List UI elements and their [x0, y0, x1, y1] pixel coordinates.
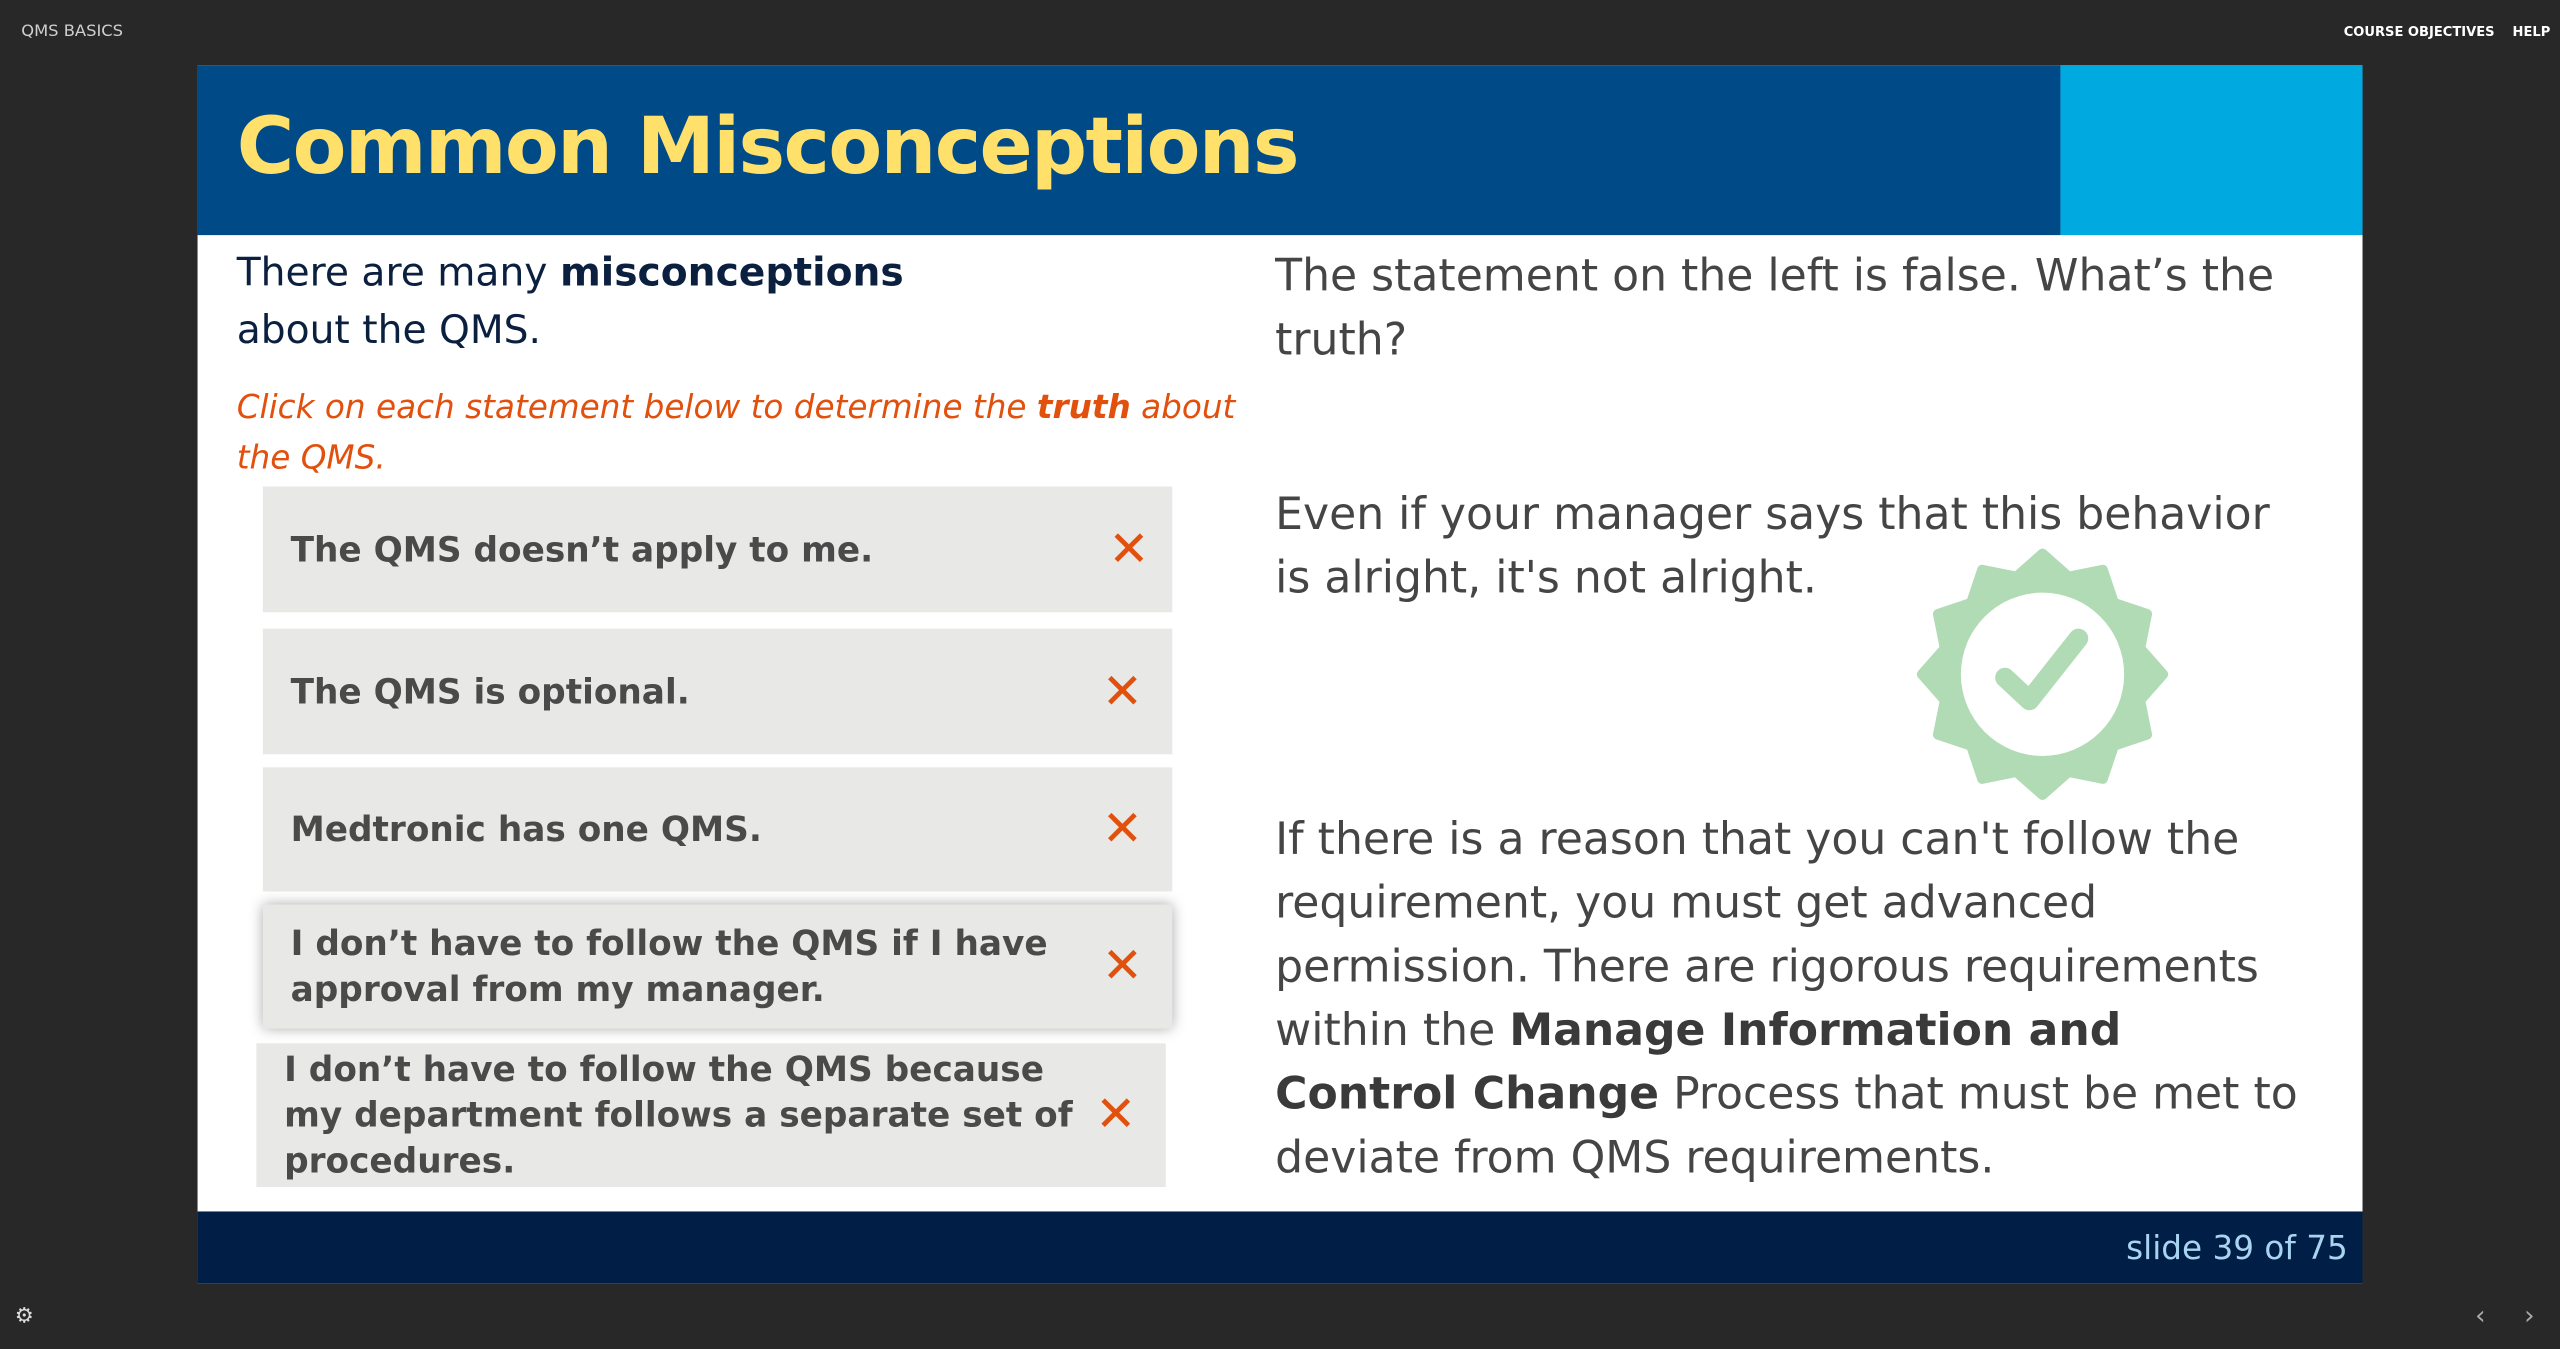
intro-bold: misconceptions: [559, 249, 904, 296]
intro-after: about the QMS.: [236, 306, 542, 353]
slide-counter: slide 39 of 75: [2126, 1227, 2348, 1267]
chevron-right-icon[interactable]: ›: [2524, 1299, 2535, 1331]
statement-text: I don’t have to follow the QMS if I have…: [290, 924, 1048, 1010]
statement-card-5[interactable]: I don’t have to follow the QMS because m…: [256, 1043, 1166, 1187]
intro-text: There are many misconceptions about the …: [237, 245, 1021, 359]
detail-after: Process that must be met to deviate from…: [1275, 1069, 2298, 1184]
instruction-bold: truth: [1036, 386, 1131, 427]
help-link[interactable]: HELP: [2512, 24, 2551, 40]
statement-card-1[interactable]: The QMS doesn’t apply to me. ✕: [262, 486, 1173, 613]
course-title: QMS BASICS: [21, 22, 124, 41]
chevron-left-icon[interactable]: ‹: [2475, 1299, 2486, 1331]
top-nav: COURSE OBJECTIVES HELP: [2344, 24, 2551, 39]
statement-card-2[interactable]: The QMS is optional. ✕: [262, 628, 1173, 755]
header-accent-block: [2060, 65, 2363, 236]
statement-text: Medtronic has one QMS.: [290, 809, 762, 850]
feedback-detail: If there is a reason that you can't foll…: [1275, 808, 2304, 1190]
statement-card-4[interactable]: I don’t have to follow the QMS if I have…: [262, 904, 1173, 1029]
x-mark-icon: ✕: [1108, 520, 1150, 578]
statement-text: The QMS is optional.: [290, 671, 690, 712]
statement-text: I don’t have to follow the QMS because m…: [284, 1049, 1073, 1181]
x-mark-icon: ✕: [1101, 662, 1143, 721]
course-objectives-link[interactable]: COURSE OBJECTIVES: [2343, 24, 2495, 40]
slide: Common Misconceptions There are many mis…: [197, 65, 2363, 1284]
statement-text: The QMS doesn’t apply to me.: [290, 529, 874, 569]
instruction-after: about the QMS.: [236, 386, 1236, 477]
detail-before: If there is a reason that you can't foll…: [1275, 814, 2259, 1057]
instruction-before: Click on each statement below to determi…: [236, 386, 1037, 427]
feedback-heading: The statement on the left is false. What…: [1275, 251, 2275, 366]
detail-bold: Manage Information and Control Change: [1275, 1005, 2122, 1121]
check-badge-icon: [1916, 548, 2169, 801]
feedback-manager: Even if your manager says that this beha…: [1275, 489, 2270, 605]
slide-header: [197, 65, 2061, 236]
x-mark-icon: ✕: [1101, 800, 1143, 858]
statement-card-3[interactable]: Medtronic has one QMS. ✕: [262, 767, 1173, 892]
instruction-text: Click on each statement below to determi…: [237, 382, 1249, 483]
gear-icon[interactable]: ⚙: [14, 1304, 34, 1330]
slide-title: Common Misconceptions: [236, 101, 1300, 193]
x-mark-icon: ✕: [1095, 1086, 1137, 1144]
slide-footer: slide 39 of 75: [197, 1211, 2363, 1284]
x-mark-icon: ✕: [1101, 937, 1143, 996]
intro-before: There are many: [236, 249, 560, 296]
